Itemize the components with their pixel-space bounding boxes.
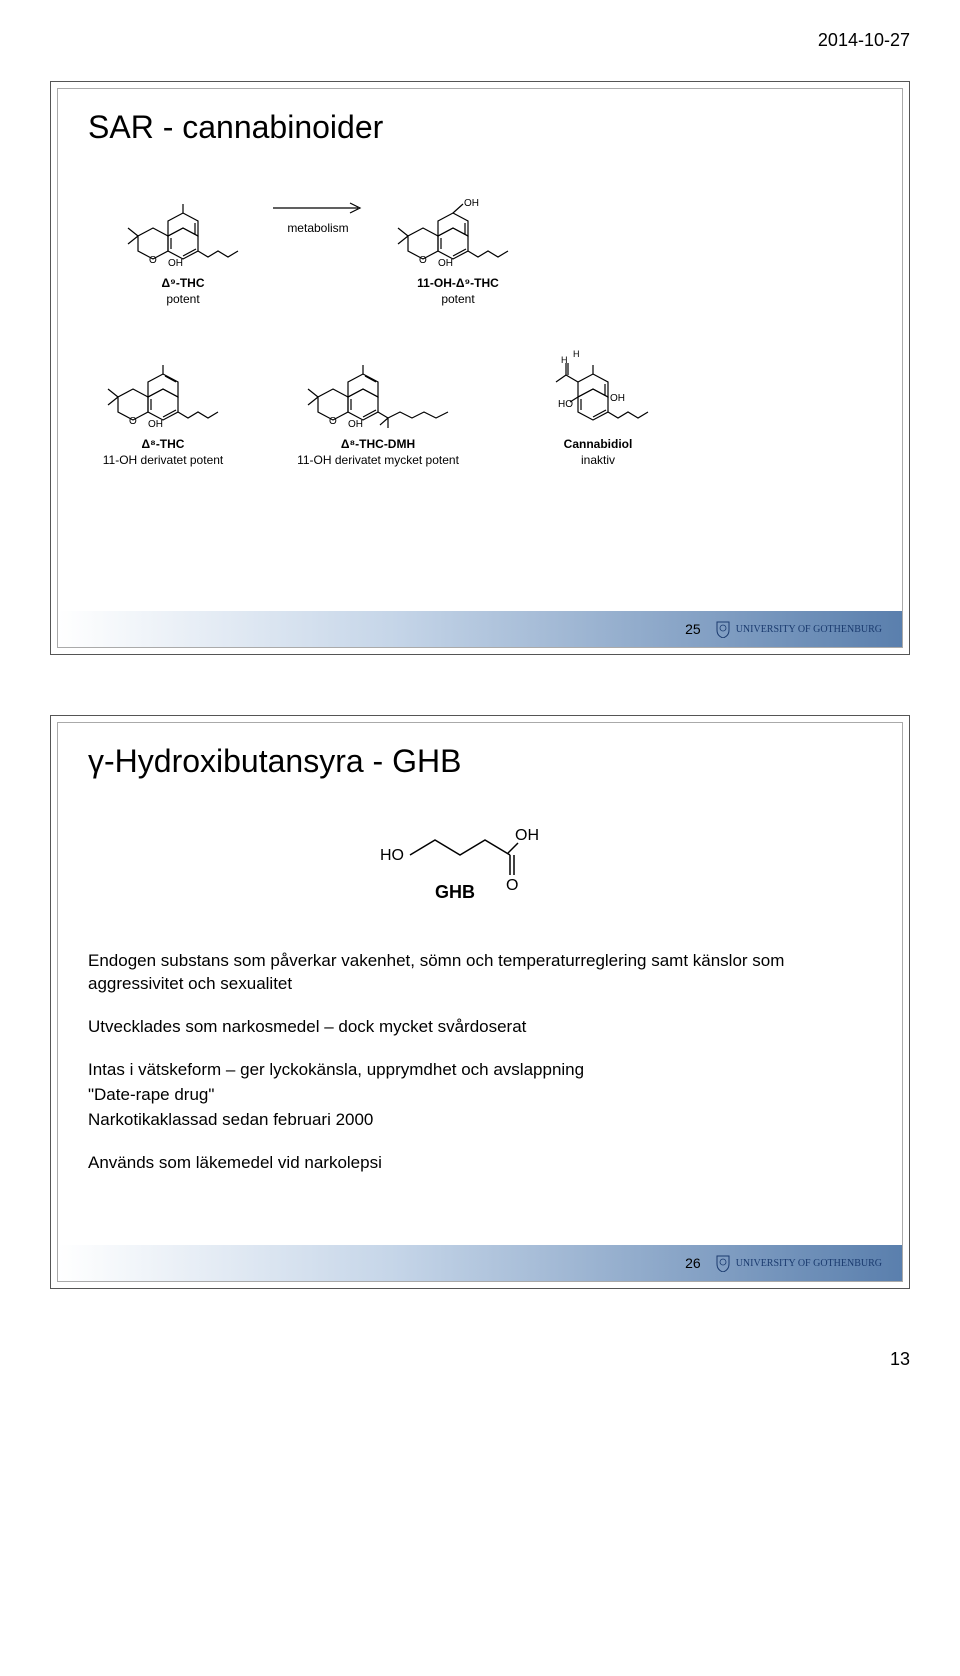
cannabidiol-structure-icon: H H HO OH xyxy=(518,327,678,437)
svg-text:O: O xyxy=(149,255,157,266)
d8-thc-label: Δ⁸-THC xyxy=(142,437,185,451)
d8-thc-dmh-sub: 11-OH derivatet mycket potent xyxy=(288,453,468,469)
11oh-thc-sub: potent xyxy=(378,292,538,308)
svg-text:OH: OH xyxy=(348,419,363,430)
molecule-11oh-thc: OH O OH 11-OH-Δ⁹-THC potent xyxy=(378,166,538,307)
d8-thc-sub: 11-OH derivatet potent xyxy=(88,453,238,469)
ghb-p2: Utvecklades som narkosmedel – dock mycke… xyxy=(88,1016,872,1039)
metabolism-arrow: metabolism xyxy=(268,198,368,275)
11oh-thc-label: 11-OH-Δ⁹-THC xyxy=(417,276,499,290)
d8-thc-dmh-structure-icon: O OH xyxy=(288,327,468,437)
svg-text:OH: OH xyxy=(438,258,453,269)
slide-2-content: γ-Hydroxibutansyra - GHB HO OH O GHB End… xyxy=(57,722,903,1282)
d9-thc-label: Δ⁹-THC xyxy=(162,276,205,290)
slide-1: SAR - cannabinoider xyxy=(50,81,910,655)
slide-1-content: SAR - cannabinoider xyxy=(57,88,903,648)
svg-text:H: H xyxy=(573,349,580,359)
slide-2-footer: 26 UNIVERSITY OF GOTHENBURG xyxy=(58,1245,902,1281)
d8-thc-structure-icon: O OH xyxy=(88,327,238,437)
logo-text-2: UNIVERSITY OF GOTHENBURG xyxy=(736,1258,882,1269)
chem-row-1: O OH Δ⁹-THC potent metabolism xyxy=(88,166,872,307)
svg-text:HO: HO xyxy=(558,399,573,410)
ghb-structure-icon: HO OH O GHB xyxy=(370,810,590,910)
slide-1-number: 25 xyxy=(685,621,701,637)
ghb-structure: HO OH O GHB xyxy=(88,810,872,910)
university-logo-2: UNIVERSITY OF GOTHENBURG xyxy=(715,1254,882,1272)
ghb-label: GHB xyxy=(435,882,475,902)
molecule-d8-thc-dmh: O OH Δ⁸-THC-DMH 11-OH derivatet mycket p… xyxy=(288,327,468,468)
metabolism-label: metabolism xyxy=(268,221,368,235)
slide-1-title: SAR - cannabinoider xyxy=(88,109,872,146)
svg-text:HO: HO xyxy=(380,847,404,864)
molecule-d9-thc: O OH Δ⁹-THC potent xyxy=(108,166,258,307)
svg-text:O: O xyxy=(419,255,427,266)
svg-text:O: O xyxy=(506,877,518,894)
slide-2-number: 26 xyxy=(685,1255,701,1271)
logo-text: UNIVERSITY OF GOTHENBURG xyxy=(736,624,882,635)
arrow-icon xyxy=(268,198,368,218)
cannabidiol-label: Cannabidiol xyxy=(564,437,633,451)
svg-text:H: H xyxy=(561,355,568,365)
svg-text:OH: OH xyxy=(610,393,625,404)
d9-thc-structure-icon: O OH xyxy=(108,166,258,276)
ghb-p3: Intas i vätskeform – ger lyckokänsla, up… xyxy=(88,1059,872,1082)
chem-row-2: O OH Δ⁸-THC 11-OH derivatet potent xyxy=(88,327,872,468)
svg-text:OH: OH xyxy=(148,419,163,430)
slide-1-footer: 25 UNIVERSITY OF GOTHENBURG xyxy=(58,611,902,647)
svg-text:OH: OH xyxy=(464,198,479,209)
d9-thc-sub: potent xyxy=(108,292,258,308)
svg-text:O: O xyxy=(329,416,337,427)
11oh-thc-structure-icon: OH O OH xyxy=(378,166,538,276)
crest-icon xyxy=(715,1254,731,1272)
molecule-d8-thc: O OH Δ⁸-THC 11-OH derivatet potent xyxy=(88,327,238,468)
ghb-text-block: Endogen substans som påverkar vakenhet, … xyxy=(88,950,872,1175)
cannabidiol-sub: inaktiv xyxy=(518,453,678,469)
d8-thc-dmh-label: Δ⁸-THC-DMH xyxy=(341,437,415,451)
ghb-p4: "Date-rape drug" xyxy=(88,1084,872,1107)
ghb-p6: Används som läkemedel vid narkolepsi xyxy=(88,1152,872,1175)
date-header: 2014-10-27 xyxy=(50,30,910,51)
university-logo: UNIVERSITY OF GOTHENBURG xyxy=(715,620,882,638)
svg-text:OH: OH xyxy=(515,827,539,844)
svg-text:O: O xyxy=(129,416,137,427)
slide-2-title: γ-Hydroxibutansyra - GHB xyxy=(88,743,872,780)
ghb-p1: Endogen substans som påverkar vakenhet, … xyxy=(88,950,872,996)
ghb-p5: Narkotikaklassad sedan februari 2000 xyxy=(88,1109,872,1132)
svg-text:OH: OH xyxy=(168,258,183,269)
crest-icon xyxy=(715,620,731,638)
slide-2: γ-Hydroxibutansyra - GHB HO OH O GHB End… xyxy=(50,715,910,1289)
page-number: 13 xyxy=(50,1349,910,1370)
molecule-cannabidiol: H H HO OH Cannabidiol inaktiv xyxy=(518,327,678,468)
